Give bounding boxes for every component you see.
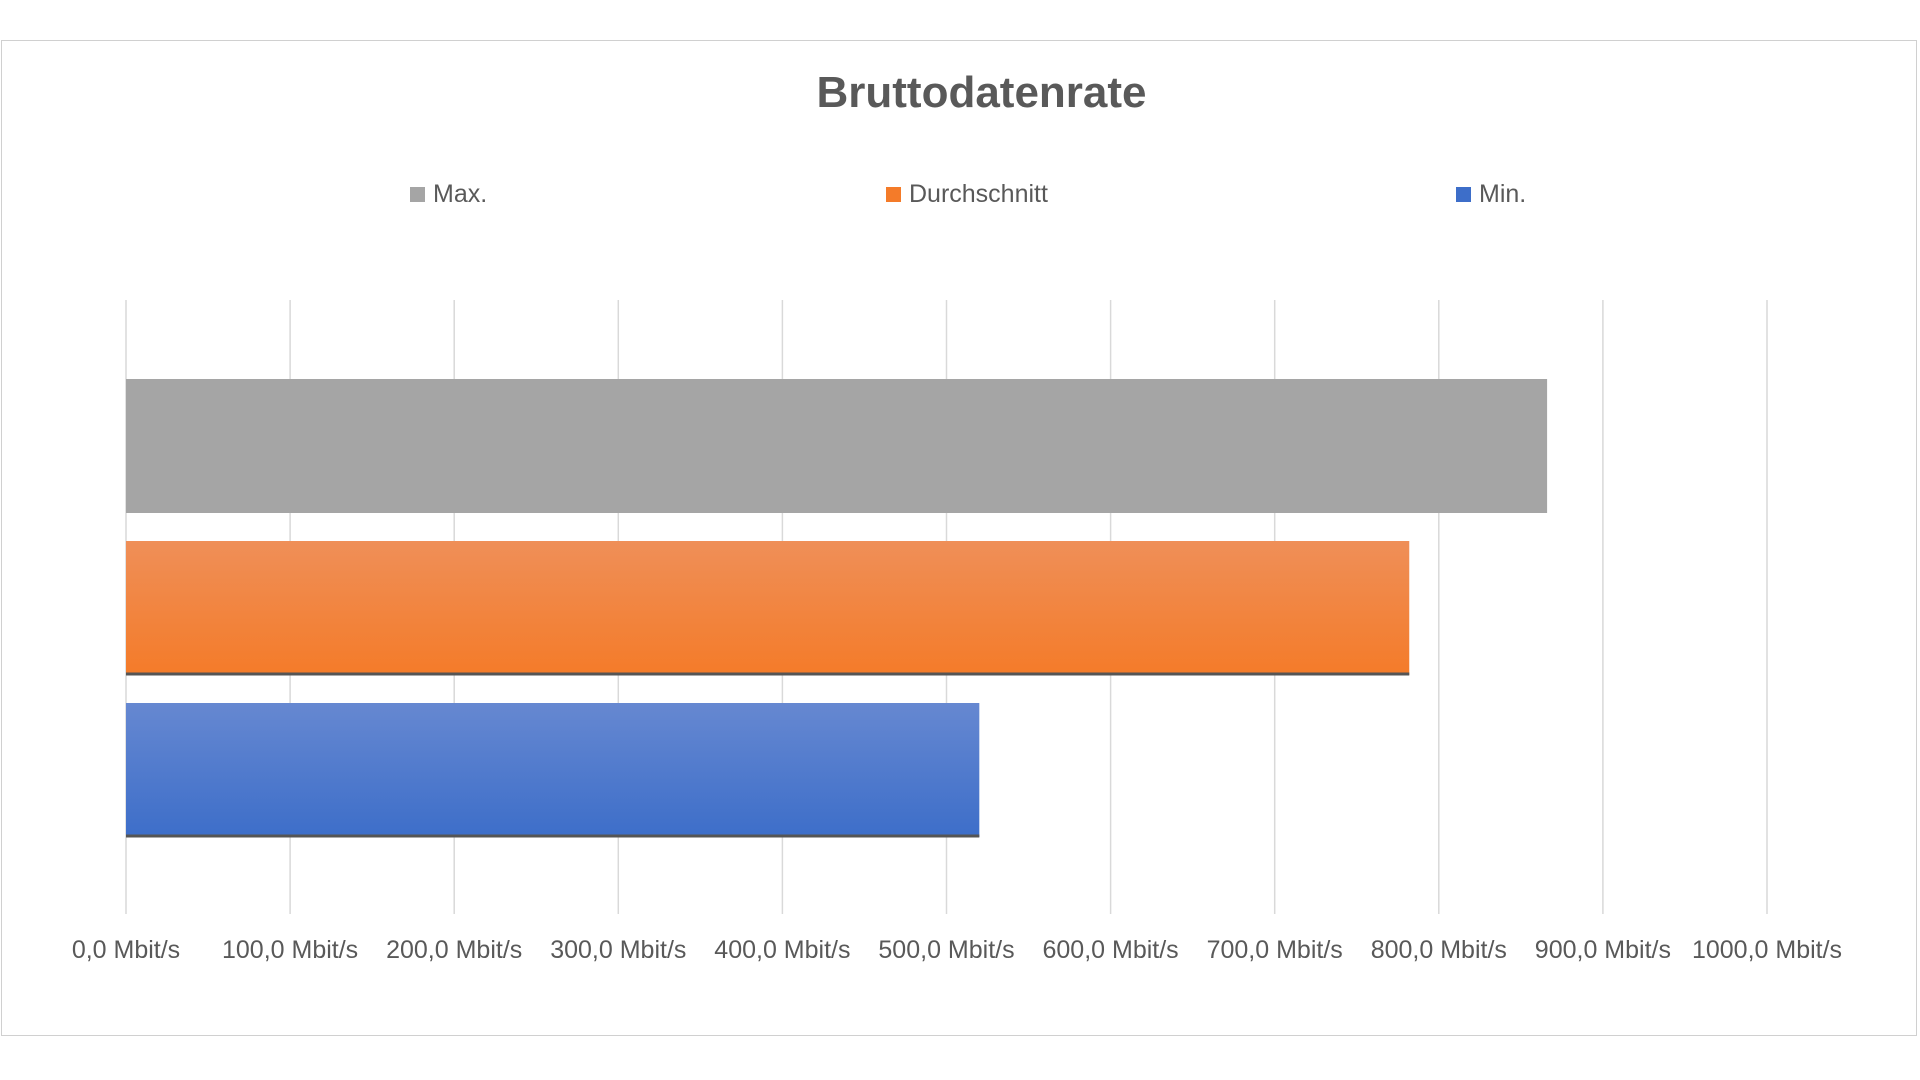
bar-max [126,379,1548,513]
legend-item-min: Min. [1456,178,1526,210]
x-tick-label: 600,0 Mbit/s [1042,936,1179,964]
legend-label-durchschnitt: Durchschnitt [909,179,1048,208]
x-tick-label: 400,0 Mbit/s [714,936,851,964]
x-tick-label: 200,0 Mbit/s [386,936,523,964]
x-tick-label: 900,0 Mbit/s [1534,936,1671,964]
chart-frame [1,40,1917,1036]
x-tick-label: 0,0 Mbit/s [71,936,181,964]
legend-swatch-min [1456,186,1471,202]
legend-swatch-durchschnitt [886,186,901,202]
x-tick-label: 700,0 Mbit/s [1206,936,1343,964]
legend-item-max: Max. [410,178,487,210]
x-tick-label: 300,0 Mbit/s [550,936,687,964]
legend-label-min: Min. [1479,179,1527,208]
x-tick-label: 100,0 Mbit/s [222,936,359,964]
x-tick-label: 500,0 Mbit/s [878,936,1015,964]
x-tick-label: 1000,0 Mbit/s [1691,936,1843,964]
legend-swatch-max [410,186,425,202]
legend-label-max: Max. [433,179,488,208]
legend-item-durchschnitt: Durchschnitt [886,178,1048,210]
bar-min [126,703,980,837]
chart-title: Bruttodatenrate [816,68,1147,117]
bar-durchschnitt [126,541,1410,675]
x-tick-label: 800,0 Mbit/s [1370,936,1507,964]
